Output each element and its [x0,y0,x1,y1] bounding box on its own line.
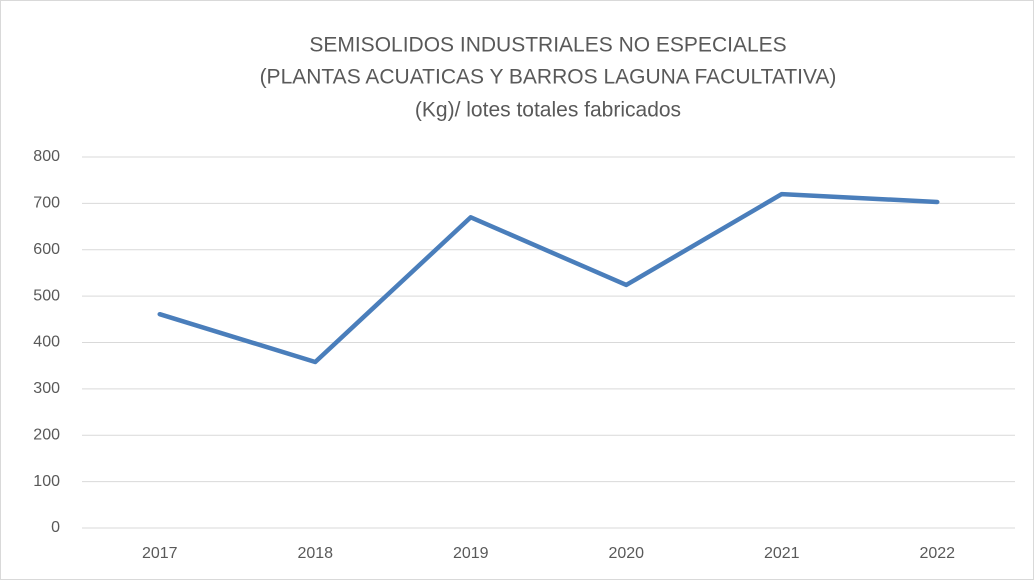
chart-title-line: (Kg)/ lotes totales fabricados [415,99,681,122]
x-tick-label: 2018 [297,545,333,562]
y-tick-label: 800 [33,148,60,165]
x-tick-label: 2020 [608,545,644,562]
x-tick-label: 2019 [453,545,489,562]
x-tick-label: 2017 [142,545,178,562]
y-tick-label: 200 [33,426,60,443]
x-tick-label: 2021 [764,545,800,562]
y-tick-label: 0 [51,519,60,536]
y-tick-label: 700 [33,195,60,212]
data-line [157,191,940,365]
y-tick-label: 500 [33,287,60,304]
y-tick-label: 300 [33,380,60,397]
y-tick-label: 100 [33,473,60,490]
chart-title-line: (PLANTAS ACUATICAS Y BARROS LAGUNA FACUL… [260,66,837,89]
x-tick-label: 2022 [919,545,955,562]
y-tick-label: 400 [33,334,60,351]
chart-title-line: SEMISOLIDOS INDUSTRIALES NO ESPECIALES [309,34,786,57]
y-tick-label: 600 [33,241,60,258]
